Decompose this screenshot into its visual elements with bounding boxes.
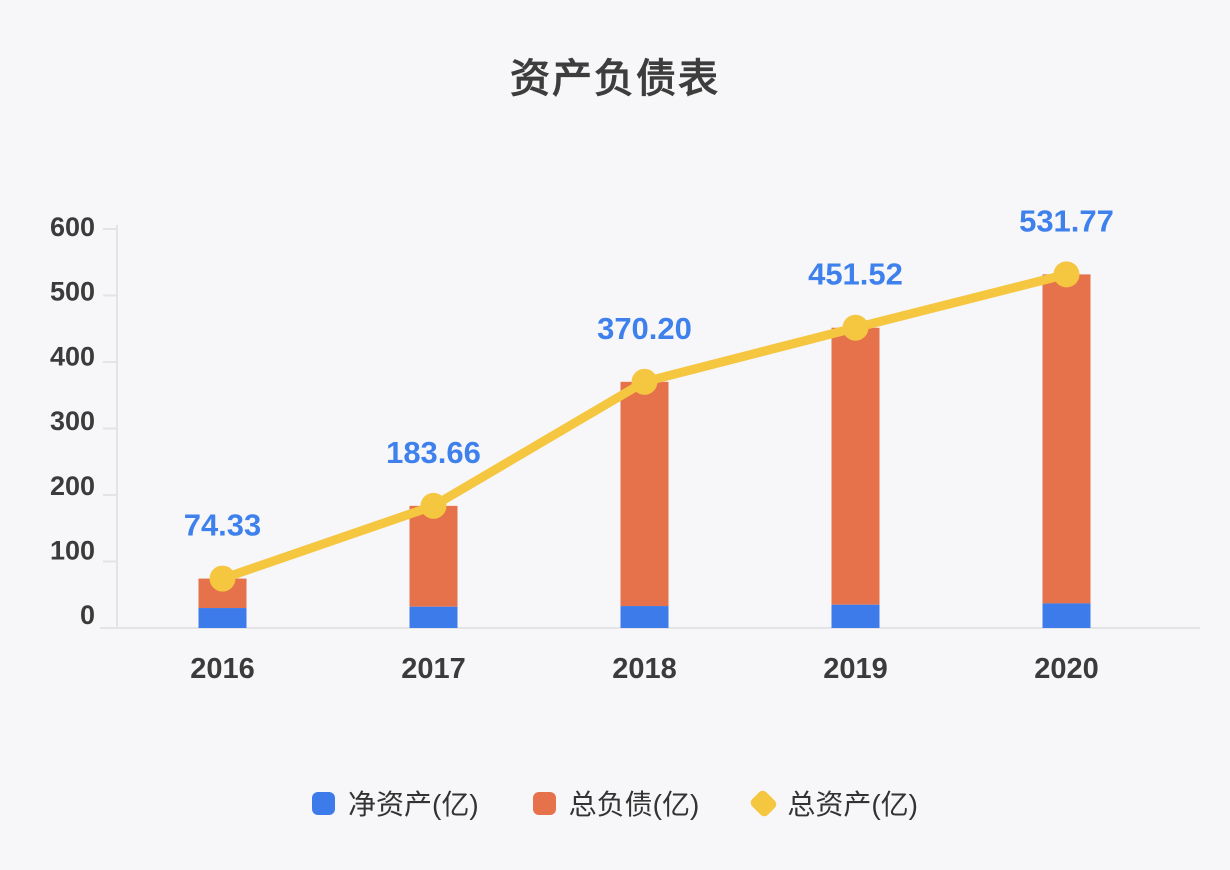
bar-total-liabilities-2017[interactable] [409,505,458,607]
bar-net-assets-2016[interactable] [198,608,247,628]
x-axis-category-label-2018: 2018 [612,653,677,685]
legend-label-net-assets: 净资产(亿) [348,789,479,820]
total-assets-marker-2019[interactable] [842,314,869,341]
bar-total-liabilities-2018[interactable] [620,381,669,607]
bar-net-assets-2020[interactable] [1042,603,1091,628]
y-axis-tick-label: 600 [50,212,95,242]
bar-total-liabilities-2019[interactable] [831,327,880,605]
chart-title: 资产负债表 [510,57,720,101]
y-axis-tick-label: 100 [50,536,95,566]
data-label-2017: 183.66 [386,435,481,470]
total-assets-marker-2020[interactable] [1053,261,1080,288]
data-label-2019: 451.52 [808,257,903,292]
y-axis-tick-label: 300 [50,406,95,436]
bar-net-assets-2017[interactable] [409,606,458,628]
legend-item-net-assets[interactable]: 净资产(亿) [312,783,479,823]
y-axis-tick-label: 200 [50,471,95,501]
total-assets-diamond-icon [748,788,779,818]
legend-label-total-liabilities: 总负债(亿) [568,789,700,820]
x-axis-category-label-2017: 2017 [401,653,466,685]
legend-item-total-liabilities[interactable]: 总负债(亿) [532,783,700,823]
net-assets-swatch-icon [312,791,336,815]
y-axis-tick-label: 0 [80,600,95,630]
data-label-2016: 74.33 [184,508,262,543]
bar-net-assets-2018[interactable] [620,606,669,628]
bar-net-assets-2019[interactable] [831,604,880,628]
legend: 净资产(亿) 总负债(亿) 总资产(亿) [0,783,1230,823]
y-axis-tick-label: 500 [50,277,95,307]
data-label-2020: 531.77 [1019,203,1114,238]
y-axis-tick-label: 400 [50,341,95,371]
total-assets-marker-2018[interactable] [631,368,658,395]
data-label-2018: 370.20 [597,311,692,346]
x-axis-category-label-2016: 2016 [190,653,255,685]
total-assets-marker-2016[interactable] [209,565,236,592]
total-assets-marker-2017[interactable] [420,492,447,519]
bar-total-liabilities-2020[interactable] [1042,274,1091,604]
x-axis-category-label-2019: 2019 [823,653,888,685]
x-axis-category-label-2020: 2020 [1034,653,1099,685]
legend-label-total-assets: 总资产(亿) [787,789,918,820]
total-liabilities-swatch-icon [532,791,556,815]
legend-item-total-assets[interactable]: 总资产(亿) [748,783,918,823]
